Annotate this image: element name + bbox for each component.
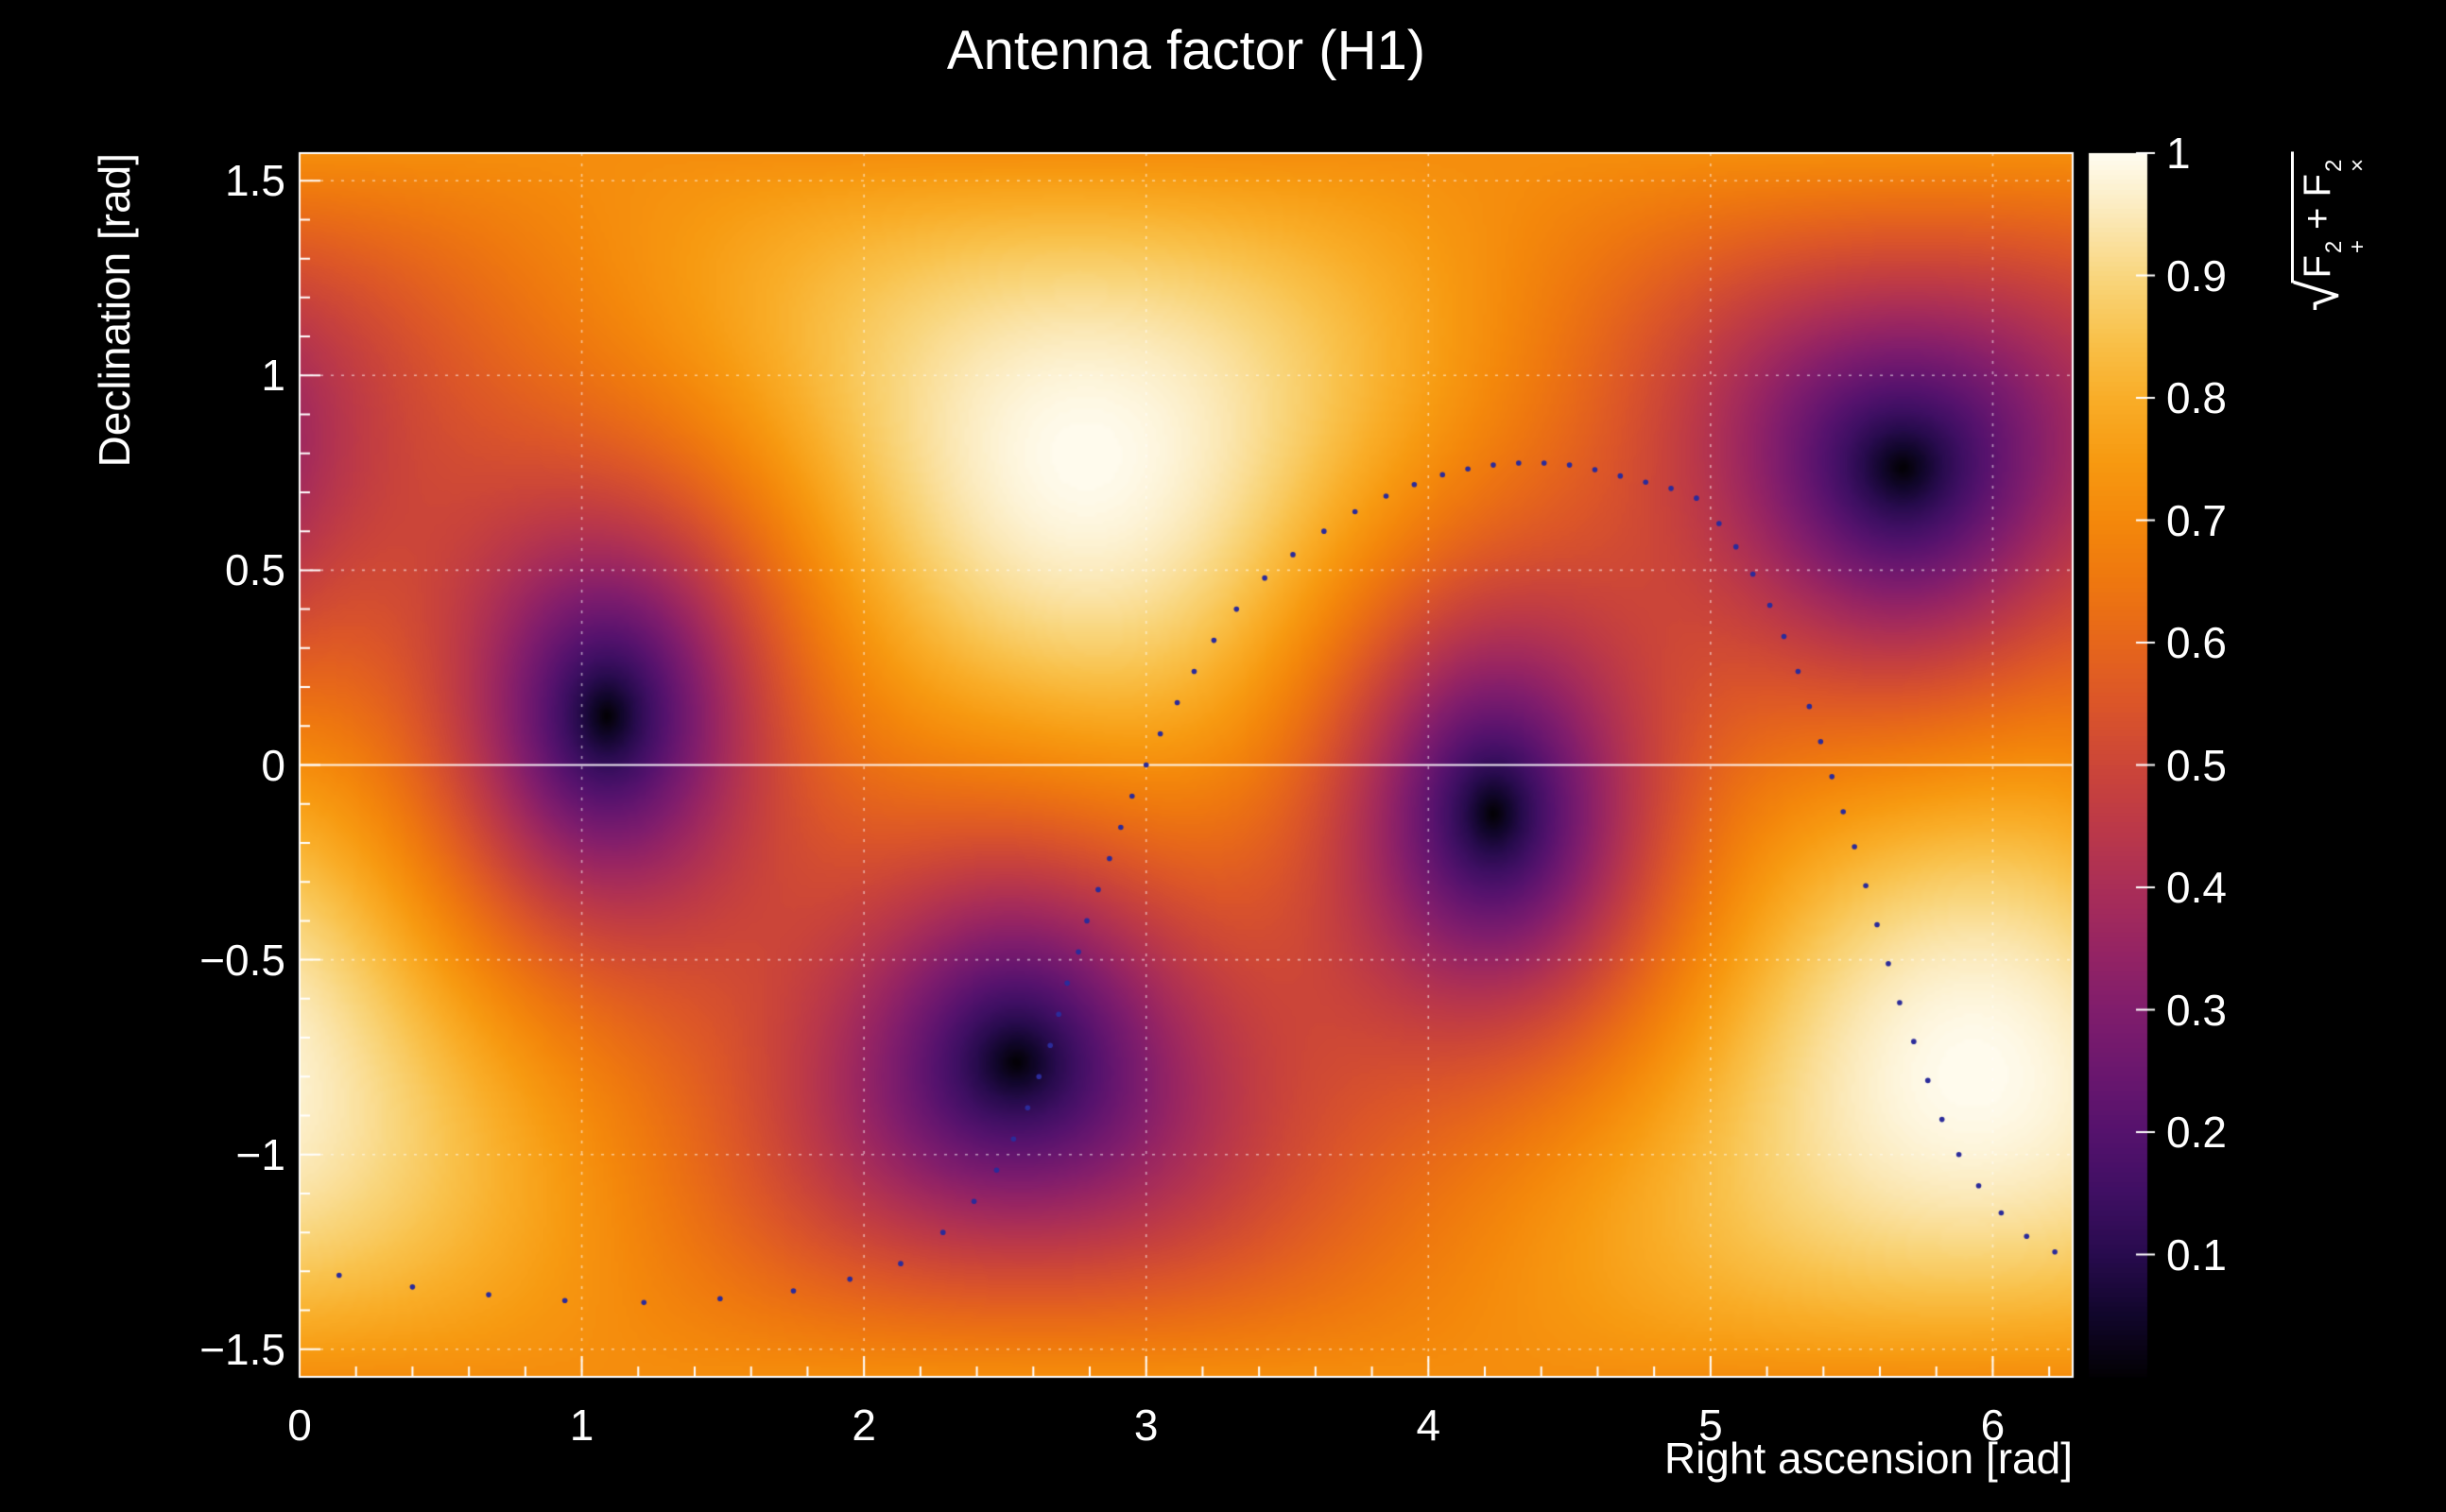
x-tick-label: 2 (852, 1400, 876, 1450)
f-cross-sup: 2 (2321, 159, 2347, 173)
y-tick-label: 0.5 (225, 545, 285, 595)
plus-operator: + (2297, 207, 2338, 230)
colorbar-tick-label: 0.5 (2166, 740, 2227, 790)
colorbar-title: √ F 2 + + F 2 × (2287, 151, 2371, 312)
sqrt-radicand: F 2 + + F 2 × (2291, 151, 2371, 284)
colorbar-tick-label: 0.7 (2166, 495, 2227, 545)
x-tick-label: 0 (287, 1400, 312, 1450)
x-tick-label: 4 (1416, 1400, 1441, 1450)
f-cross-symbol: F (2297, 174, 2338, 198)
f-cross-scripts: 2 × (2321, 159, 2371, 173)
x-tick-label: 5 (1698, 1400, 1723, 1450)
y-tick-label: 1.5 (225, 156, 285, 206)
f-cross-sub: × (2345, 159, 2371, 173)
y-tick-label: −1 (235, 1129, 285, 1179)
colorbar-tick-label: 0.8 (2166, 373, 2227, 422)
chart-title: Antenna factor (H1) (946, 20, 1426, 81)
colorbar-tick-label: 0.3 (2166, 985, 2227, 1035)
y-tick-label: −1.5 (199, 1324, 285, 1374)
y-tick-label: 1 (261, 351, 285, 401)
y-tick-label: −0.5 (199, 935, 285, 985)
colorbar-tick-label: 0.1 (2166, 1229, 2227, 1280)
colorbar-tick-label: 0.4 (2166, 863, 2227, 912)
y-axis-label: Declination [rad] (90, 153, 139, 468)
f-plus-scripts: 2 + (2321, 240, 2371, 254)
x-tick-label: 6 (1980, 1400, 2006, 1450)
f-plus-symbol: F (2297, 255, 2338, 279)
colorbar-tick-label: 0.9 (2166, 250, 2227, 301)
x-axis-label: Right ascension [rad] (1663, 1434, 2073, 1483)
x-tick-label: 3 (1133, 1400, 1159, 1450)
x-tick-label: 1 (569, 1400, 594, 1450)
f-plus-sup: 2 (2321, 240, 2347, 254)
colorbar-tick-label: 0.6 (2166, 618, 2227, 667)
sqrt-radical-icon: √ (2287, 280, 2351, 312)
colorbar-tick-label: 0.2 (2166, 1108, 2227, 1157)
y-tick-label: 0 (261, 740, 285, 790)
f-plus-sub: + (2345, 240, 2371, 254)
colorbar-tick-label: 1 (2166, 129, 2191, 178)
